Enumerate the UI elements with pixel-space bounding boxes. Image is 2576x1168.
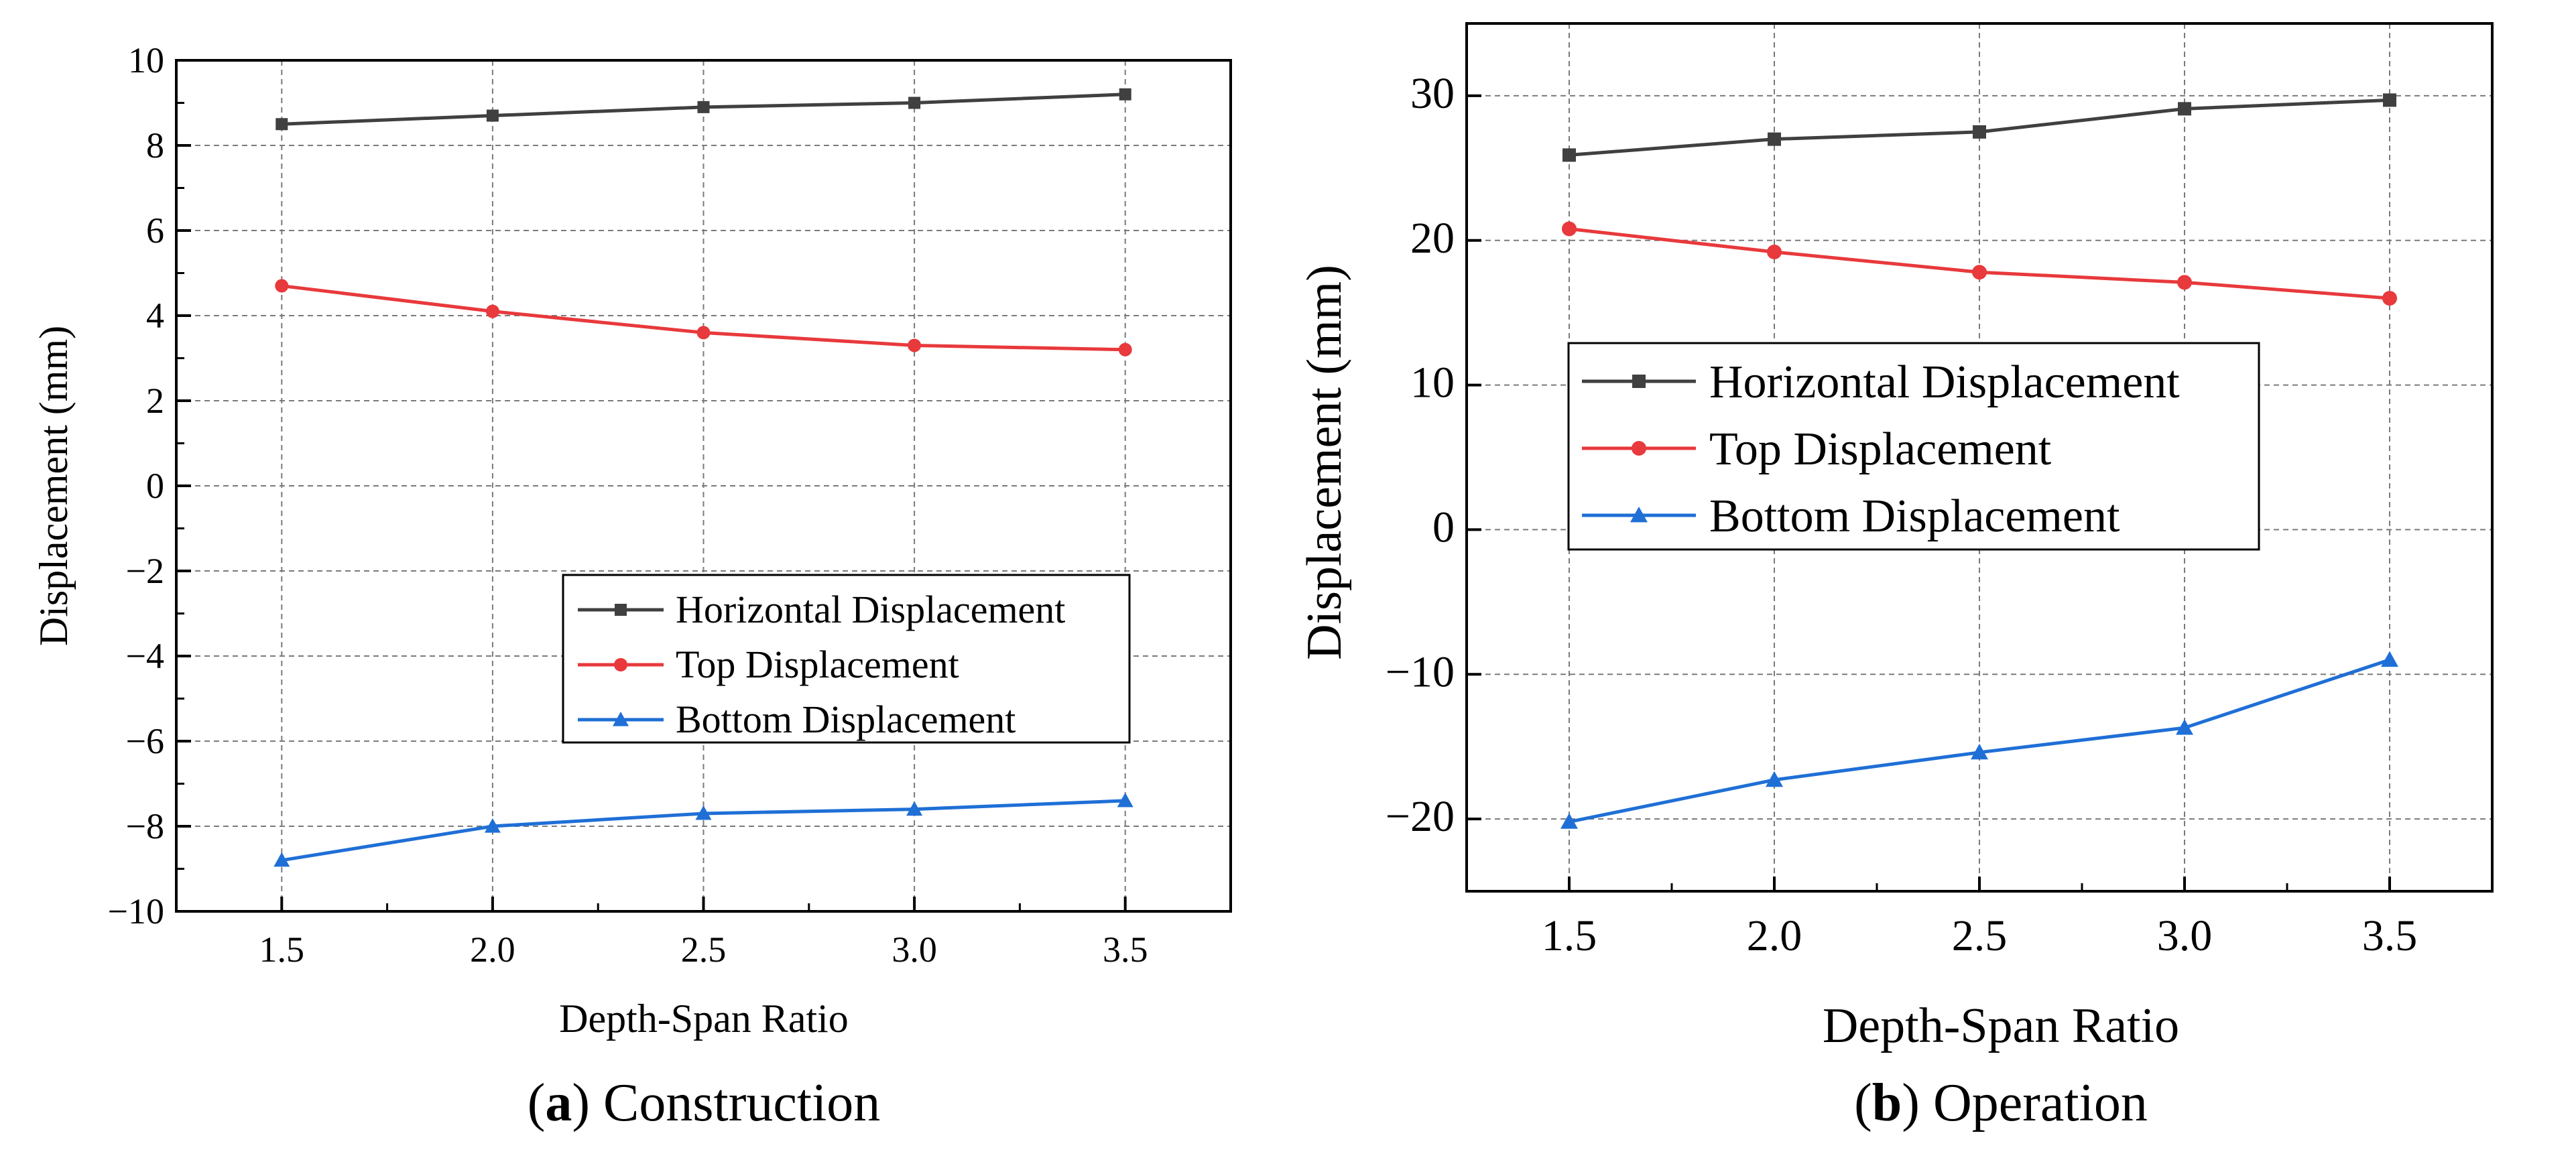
y-tick-label: 4 [146,296,164,336]
y-tick-label: −4 [126,636,164,676]
data-point-triangle [1560,813,1578,829]
panel-a-construction: 1.5 2.0 2.5 3.0 3.5 10 8 6 4 2 0 −2 −4 −6 −8 −10 Depth-… [32,40,1232,1132]
x-tick-label: 2.5 [1952,911,2008,960]
y-tick-label: 0 [1432,503,1455,551]
data-point-triangle [1971,743,1988,760]
data-point-square [908,96,921,109]
data-point-triangle [273,852,290,867]
y-tick-label: 8 [146,125,164,166]
data-point-circle [1767,245,1782,260]
panel-a-series [273,88,1133,867]
data-point-triangle [2176,719,2193,735]
panel-b-caption-letter: b [1872,1074,1902,1132]
data-point-triangle [906,801,923,816]
legend-marker-circle [614,658,627,671]
y-tick-label: 10 [1410,359,1455,407]
panel-b-legend: Horizontal Displacement Top Displacement B… [1567,342,2260,551]
data-point-circle [696,326,711,340]
panel-a-caption: (a) Construction [528,1074,881,1132]
legend-label: Horizontal Displacement [1709,356,2180,408]
data-point-square [2178,102,2191,116]
data-point-circle [2177,275,2192,290]
data-point-triangle [1117,792,1133,807]
data-point-triangle [484,818,501,833]
x-tick-label: 3.0 [892,929,937,970]
y-tick-label: −6 [126,721,164,761]
y-tick-label: 0 [146,466,164,506]
data-point-square [275,118,288,131]
data-point-square [1562,148,1576,162]
panel-b-x-axis-title: Depth-Span Ratio [1823,998,2179,1053]
x-tick-label: 3.5 [2362,911,2418,960]
panel-b-series [1560,93,2398,829]
legend-marker-square [1632,375,1646,388]
data-point-circle [2382,291,2397,306]
panel-a-ticks: 1.5 2.0 2.5 3.0 3.5 10 8 6 4 2 0 −2 −4 −6 −8 −10 [108,40,1148,970]
legend-label: Bottom Displacement [676,698,1016,741]
data-point-circle [485,304,499,318]
data-point-circle [275,279,289,293]
panel-a-caption-text: Construction [603,1074,880,1132]
y-tick-label: −20 [1386,792,1455,841]
panel-a-legend: Horizontal Displacement Top Displacement B… [562,574,1131,744]
panel-a-legend-box [562,574,1131,744]
y-tick-label: 2 [146,381,164,421]
y-tick-label: −2 [126,551,164,591]
panel-a-x-axis-title: Depth-Span Ratio [559,996,849,1041]
y-tick-label: 20 [1410,214,1455,263]
x-tick-label: 2.5 [681,929,727,970]
legend-label: Horizontal Displacement [676,588,1065,631]
data-point-circle [1562,221,1577,237]
y-tick-label: −10 [1386,647,1455,696]
data-point-square [697,101,710,113]
data-point-square [1119,88,1131,101]
y-tick-label: 10 [128,40,164,80]
data-point-circle [908,338,922,352]
panel-b-caption-text: Operation [1933,1074,2148,1132]
data-point-circle [1118,342,1132,356]
x-tick-label: 2.0 [1747,911,1802,960]
y-tick-label: −10 [108,891,164,931]
legend-marker-circle [1632,441,1646,456]
panel-b-operation: 1.5 2.0 2.5 3.0 3.5 30 20 10 0 −10 −20 Depth-Span … [1297,22,2494,1132]
x-tick-label: 1.5 [259,929,305,970]
panel-b-ticks: 1.5 2.0 2.5 3.0 3.5 30 20 10 0 −10 −20 [1386,69,2417,960]
panel-b-y-axis-title: Displacement (mm) [1297,265,1352,660]
data-point-square [1768,132,1781,146]
panel-a-y-axis-title: Displacement (mm) [32,326,76,646]
panel-a-caption-letter: a [545,1074,572,1132]
y-tick-label: 30 [1410,69,1455,118]
data-point-triangle [2381,651,2398,667]
data-point-square [486,109,499,122]
x-tick-label: 3.0 [2157,911,2213,960]
data-point-square [1973,125,1986,139]
data-point-circle [1972,265,1987,280]
x-tick-label: 3.5 [1103,929,1148,970]
legend-marker-square [615,604,627,616]
y-tick-label: −8 [126,806,164,846]
legend-label: Top Displacement [1709,424,2052,475]
legend-marker-triangle [613,712,629,726]
data-point-triangle [1766,771,1783,787]
data-point-square [2383,93,2396,107]
x-tick-label: 1.5 [1542,911,1597,960]
legend-label: Top Displacement [676,643,959,686]
x-tick-label: 2.0 [470,929,515,970]
panel-b-caption: (b) Operation [1854,1074,2148,1132]
legend-marker-triangle [1630,507,1648,523]
y-tick-label: 6 [146,210,164,251]
panel-a-grid [176,60,1231,911]
legend-label: Bottom Displacement [1709,491,2120,542]
data-point-triangle [695,805,712,820]
